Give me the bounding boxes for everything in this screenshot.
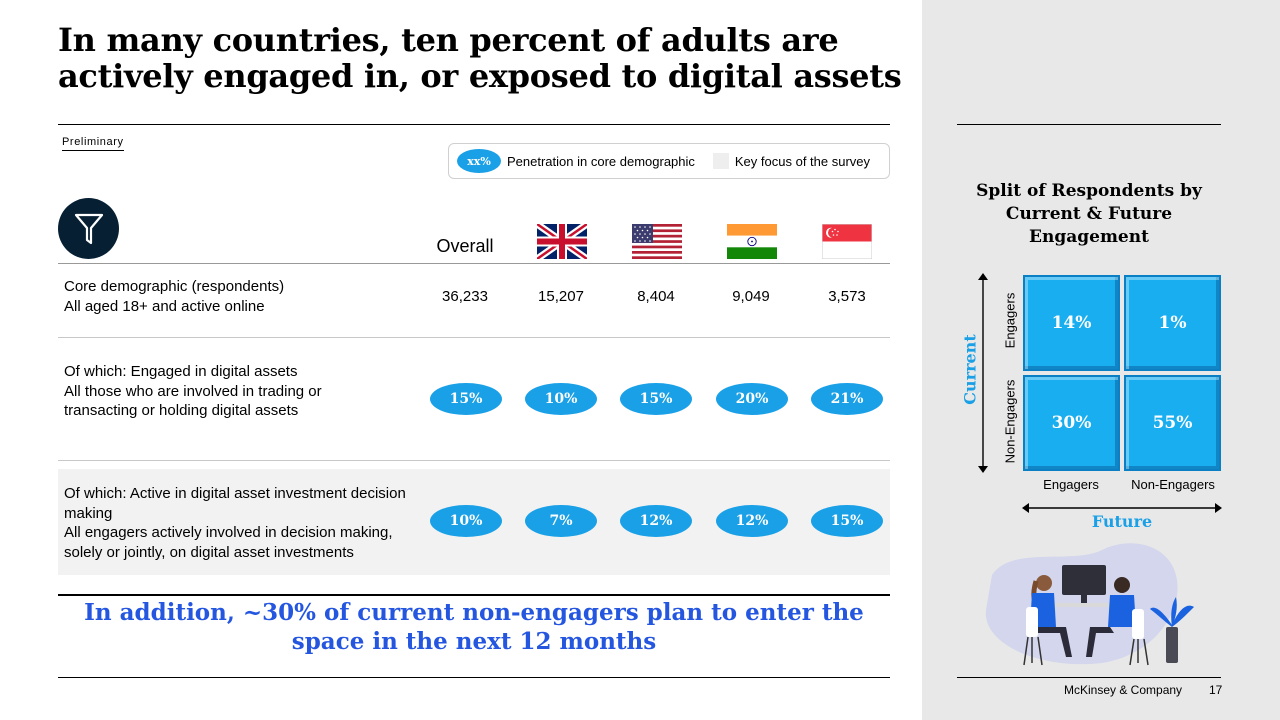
y-label-non-engagers: Non-Engagers (1002, 379, 1018, 464)
matrix-title: Split of Respondents by Current & Future… (976, 181, 1202, 247)
legend: xx% Penetration in core demographic Key … (448, 143, 890, 179)
row-divider (58, 460, 890, 461)
penetration-pill: 10% (525, 383, 597, 415)
value-cell: 15,207 (538, 288, 584, 305)
us-flag-icon (632, 224, 682, 259)
value-cell: 3,573 (828, 288, 866, 305)
page-number: 17 (1209, 683, 1223, 697)
row-sublabel: All those who are involved in trading or… (64, 382, 322, 420)
x-label-non-engagers: Non-Engagers (1131, 477, 1215, 492)
row-divider (58, 337, 890, 338)
row-core-demographic: Core demographic (respondents) All aged … (64, 277, 424, 316)
y-label-engagers: Engagers (1002, 292, 1018, 349)
penetration-pill: 7% (525, 505, 597, 537)
penetration-pill: 12% (620, 505, 692, 537)
uk-flag-icon (537, 224, 587, 259)
side-top-rule (957, 124, 1221, 125)
callout-bottom-rule (58, 677, 890, 678)
legend-swatch (712, 153, 729, 169)
matrix-cell-nonengager-nonengager: 55% (1124, 375, 1221, 471)
row-label: Core demographic (respondents) (64, 278, 285, 295)
penetration-pill: 15% (811, 505, 883, 537)
penetration-pill: 21% (811, 383, 883, 415)
page-title: In many countries, ten percent of adults… (58, 21, 902, 95)
row-decision-making: Of which: Active in digital asset invest… (64, 484, 419, 562)
matrix-cell-nonengager-engager: 30% (1023, 375, 1120, 471)
y-axis-title: Current (960, 334, 980, 405)
india-flag-icon (727, 224, 777, 259)
footer-rule (957, 677, 1221, 678)
penetration-pill: 20% (716, 383, 788, 415)
singapore-flag-icon (822, 224, 872, 259)
vertical-axis-arrow (978, 273, 988, 473)
row-sublabel: All engagers actively involved in decisi… (64, 524, 393, 561)
funnel-icon (58, 198, 119, 259)
penetration-pill: 10% (430, 505, 502, 537)
callout-top-rule (58, 594, 890, 596)
row-engaged: Of which: Engaged in digital assets All … (64, 362, 364, 421)
row-label: Of which: Active in digital asset invest… (64, 485, 406, 522)
row-sublabel: All aged 18+ and active online (64, 297, 265, 315)
x-label-engagers: Engagers (1043, 477, 1099, 492)
matrix-cell-engager-engager: 14% (1023, 275, 1120, 371)
people-at-computer-illustration (985, 543, 1194, 666)
legend-pill: xx% (457, 149, 501, 173)
value-cell: 9,049 (732, 288, 770, 305)
x-axis-title: Future (1091, 512, 1153, 531)
penetration-pill: 12% (716, 505, 788, 537)
legend-swatch-text: Key focus of the survey (734, 153, 871, 169)
value-cell: 8,404 (637, 288, 675, 305)
column-overall: Overall (436, 236, 494, 256)
penetration-pill: 15% (430, 383, 502, 415)
row-label: Of which: Engaged in digital assets (64, 363, 298, 380)
value-cell: 36,233 (442, 288, 488, 305)
callout-text: In addition, ~30% of current non-engager… (84, 599, 864, 655)
horizontal-axis-arrow (1022, 503, 1222, 513)
matrix-cell-engager-nonengager: 1% (1124, 275, 1221, 371)
header-rule (58, 263, 890, 264)
footer-company: McKinsey & Company (1064, 683, 1183, 697)
preliminary-tag: Preliminary (62, 136, 124, 151)
legend-pill-text: Penetration in core demographic (507, 153, 695, 169)
penetration-pill: 15% (620, 383, 692, 415)
title-rule (58, 124, 890, 125)
